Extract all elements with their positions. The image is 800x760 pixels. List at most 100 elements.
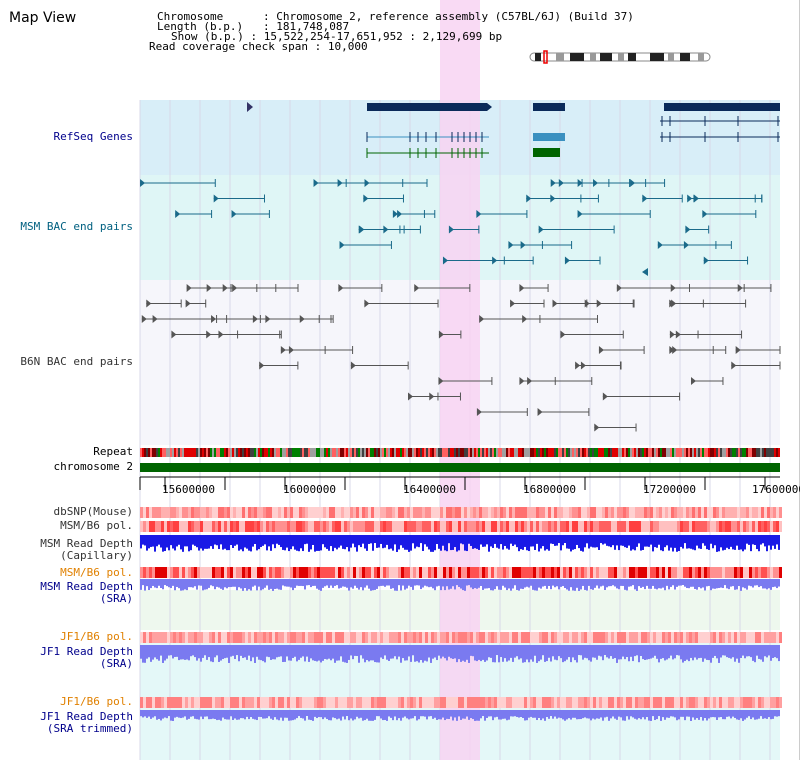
depth-bar (174, 710, 176, 718)
bac-end-marker (186, 284, 192, 292)
depth-bar (750, 535, 752, 552)
heat-mark (359, 567, 362, 578)
depth-bar (282, 535, 284, 550)
depth-bar (700, 535, 702, 549)
depth-bar (152, 535, 154, 547)
depth-bar (648, 710, 650, 721)
depth-bar (726, 645, 728, 658)
heat-mark (158, 632, 161, 643)
heat-mark (647, 697, 650, 708)
heat-mark (593, 507, 596, 518)
track-label-msm-bac[interactable]: MSM BAC end pairs (20, 220, 133, 233)
heat-mark (584, 507, 587, 518)
msm-depth-capillary-line2: (Capillary) (60, 549, 133, 562)
heat-mark (311, 632, 314, 643)
depth-bar (450, 535, 452, 551)
depth-bar (608, 645, 610, 659)
heat-mark (212, 632, 215, 643)
depth-bar (256, 579, 258, 591)
depth-bar (578, 645, 580, 656)
depth-bar (684, 710, 686, 721)
heat-mark (659, 521, 662, 532)
depth-bar (572, 535, 574, 550)
track-label-chromosome[interactable]: chromosome 2 (53, 460, 133, 473)
track-label-jf1-b6-pol[interactable]: JF1/B6 pol. (60, 630, 133, 643)
heat-mark (248, 507, 251, 518)
depth-bar (480, 579, 482, 586)
depth-bar (450, 710, 452, 717)
heat-mark (560, 697, 563, 708)
depth-bar (224, 579, 226, 588)
bac-end-marker (358, 225, 364, 234)
heat-mark (191, 521, 194, 532)
track-label-repeat[interactable]: Repeat (93, 445, 133, 458)
depth-bar (656, 645, 658, 659)
depth-bar (710, 645, 712, 663)
depth-bar (392, 579, 394, 589)
depth-bar (596, 710, 598, 719)
bac-end-marker (438, 377, 444, 385)
heat-mark (575, 521, 578, 532)
repeat-mark (570, 448, 572, 457)
repeat-mark (662, 448, 664, 457)
depth-bar (516, 579, 518, 590)
depth-bar (148, 535, 150, 549)
depth-bar (650, 579, 652, 589)
heat-mark (701, 567, 704, 578)
depth-bar (270, 579, 272, 589)
depth-bar (154, 645, 156, 658)
track-label-jf1-b6-pol-2[interactable]: JF1/B6 pol. (60, 695, 133, 708)
depth-bar (476, 579, 478, 589)
depth-bar (372, 645, 374, 661)
heat-mark (569, 567, 572, 578)
depth-bar (630, 645, 632, 657)
track-label-jf1-depth-sra[interactable]: JF1 Read Depth (SRA) (40, 646, 133, 670)
track-label-jf1-depth-trimmed[interactable]: JF1 Read Depth (SRA trimmed) (40, 711, 133, 735)
heat-mark (644, 567, 647, 578)
depth-bar (228, 535, 230, 551)
depth-bar (334, 645, 336, 663)
heat-mark (359, 697, 362, 708)
track-label-msm-b6-pol-2[interactable]: MSM/B6 pol. (60, 566, 133, 579)
depth-bar (666, 645, 668, 660)
heat-mark (578, 632, 581, 643)
heat-mark (728, 567, 731, 578)
depth-bar (472, 579, 474, 590)
depth-bar (218, 710, 220, 720)
depth-bar (716, 710, 718, 720)
depth-bar (614, 579, 616, 587)
heat-mark (302, 632, 305, 643)
repeat-mark (648, 448, 650, 457)
depth-bar (676, 645, 678, 656)
depth-bar (706, 535, 708, 550)
heat-mark (632, 507, 635, 518)
depth-bar (498, 535, 500, 549)
repeat-mark (760, 448, 762, 457)
track-label-b6n-bac[interactable]: B6N BAC end pairs (20, 355, 133, 368)
depth-bar (506, 645, 508, 662)
track-label-dbsnp[interactable]: dbSNP(Mouse) (53, 505, 133, 518)
depth-bar (212, 535, 214, 549)
heat-mark (368, 632, 371, 643)
track-label-refseq[interactable]: RefSeq Genes (53, 130, 133, 143)
track-label-msm-depth-sra[interactable]: MSM Read Depth (SRA) (40, 581, 133, 605)
depth-bar (246, 535, 248, 549)
heat-mark (254, 521, 257, 532)
bac-end-marker (558, 179, 564, 187)
depth-bar (348, 535, 350, 552)
depth-bar (264, 645, 266, 663)
depth-bar (202, 710, 204, 720)
track-label-msm-depth-capillary[interactable]: MSM Read Depth (Capillary) (40, 538, 133, 562)
depth-bar (278, 645, 280, 657)
track-label-msm-b6-pol[interactable]: MSM/B6 pol. (60, 519, 133, 532)
depth-bar (178, 579, 180, 589)
heat-mark (155, 567, 158, 578)
heat-mark (614, 697, 617, 708)
depth-bar (488, 645, 490, 658)
heat-mark (431, 521, 434, 532)
depth-bar (458, 579, 460, 587)
heat-mark (701, 507, 704, 518)
depth-bar (244, 710, 246, 720)
depth-bar (178, 535, 180, 545)
